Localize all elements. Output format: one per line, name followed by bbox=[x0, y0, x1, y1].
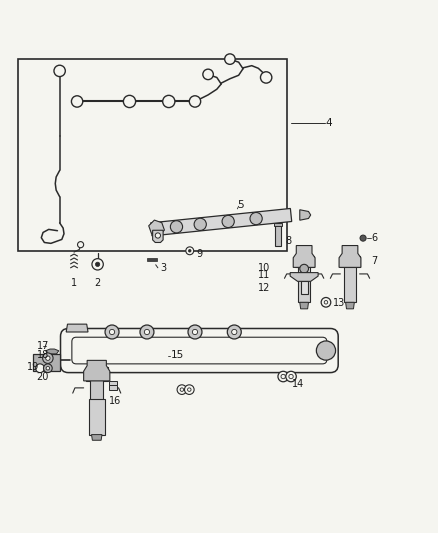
Circle shape bbox=[225, 54, 235, 64]
Circle shape bbox=[289, 374, 293, 379]
Circle shape bbox=[184, 385, 194, 394]
Text: 18: 18 bbox=[36, 350, 49, 360]
Circle shape bbox=[46, 367, 49, 370]
Circle shape bbox=[250, 213, 262, 225]
Circle shape bbox=[46, 356, 50, 360]
Circle shape bbox=[43, 364, 52, 373]
Circle shape bbox=[140, 325, 154, 339]
Bar bbox=[109, 385, 117, 390]
Circle shape bbox=[180, 388, 184, 391]
Circle shape bbox=[110, 329, 115, 335]
Circle shape bbox=[145, 329, 150, 335]
Polygon shape bbox=[346, 302, 354, 309]
Circle shape bbox=[187, 388, 191, 391]
Text: 12: 12 bbox=[258, 283, 271, 293]
Text: 17: 17 bbox=[36, 341, 49, 351]
Polygon shape bbox=[300, 302, 308, 309]
Text: 9: 9 bbox=[196, 249, 202, 259]
Circle shape bbox=[54, 65, 65, 77]
Text: 8: 8 bbox=[286, 236, 292, 246]
Bar bbox=[18, 59, 287, 251]
Bar bbox=[344, 266, 356, 302]
Polygon shape bbox=[290, 272, 318, 281]
Circle shape bbox=[186, 247, 194, 255]
Text: 20: 20 bbox=[36, 372, 49, 382]
Text: 14: 14 bbox=[292, 378, 304, 389]
Polygon shape bbox=[151, 208, 292, 236]
Text: 15: 15 bbox=[171, 350, 184, 360]
Bar bbox=[340, 256, 360, 268]
Polygon shape bbox=[66, 324, 88, 332]
FancyBboxPatch shape bbox=[72, 337, 327, 364]
Circle shape bbox=[227, 325, 241, 339]
Circle shape bbox=[192, 329, 198, 335]
Text: 19: 19 bbox=[27, 362, 39, 372]
Circle shape bbox=[188, 325, 202, 339]
Circle shape bbox=[188, 249, 191, 252]
Circle shape bbox=[194, 218, 206, 230]
Polygon shape bbox=[152, 230, 163, 243]
Text: 3: 3 bbox=[160, 263, 166, 273]
Circle shape bbox=[203, 69, 213, 79]
Circle shape bbox=[105, 325, 119, 339]
Bar bbox=[298, 266, 310, 302]
Circle shape bbox=[189, 96, 201, 107]
Text: 1: 1 bbox=[71, 278, 77, 288]
Polygon shape bbox=[339, 246, 361, 268]
Text: 4: 4 bbox=[325, 118, 332, 128]
Circle shape bbox=[92, 259, 103, 270]
Polygon shape bbox=[293, 246, 315, 268]
Text: 16: 16 bbox=[109, 396, 121, 406]
Bar bbox=[294, 256, 314, 268]
Circle shape bbox=[281, 374, 286, 379]
Bar bbox=[109, 381, 117, 385]
Circle shape bbox=[71, 96, 83, 107]
Bar bbox=[276, 224, 281, 246]
Text: 10: 10 bbox=[258, 263, 271, 273]
Polygon shape bbox=[84, 360, 110, 381]
Text: 5: 5 bbox=[237, 200, 244, 211]
Circle shape bbox=[261, 72, 272, 83]
Circle shape bbox=[316, 341, 336, 360]
Circle shape bbox=[155, 233, 160, 238]
Circle shape bbox=[95, 262, 100, 266]
Polygon shape bbox=[300, 210, 311, 220]
Circle shape bbox=[124, 95, 136, 108]
Bar bbox=[274, 223, 282, 227]
Bar bbox=[89, 399, 105, 434]
Polygon shape bbox=[32, 354, 60, 372]
Bar bbox=[35, 356, 57, 368]
Bar bbox=[147, 258, 157, 261]
Circle shape bbox=[42, 353, 53, 364]
Bar bbox=[86, 367, 108, 381]
Circle shape bbox=[35, 364, 44, 373]
Text: 7: 7 bbox=[371, 256, 377, 266]
Circle shape bbox=[232, 329, 237, 335]
Text: 11: 11 bbox=[258, 270, 271, 280]
Polygon shape bbox=[92, 434, 102, 440]
Circle shape bbox=[321, 297, 331, 307]
Circle shape bbox=[177, 385, 187, 394]
Circle shape bbox=[170, 221, 183, 233]
Circle shape bbox=[222, 215, 234, 228]
Circle shape bbox=[300, 264, 308, 273]
Polygon shape bbox=[149, 220, 164, 236]
Text: 2: 2 bbox=[95, 278, 101, 288]
Circle shape bbox=[360, 235, 366, 241]
Polygon shape bbox=[46, 349, 59, 354]
Circle shape bbox=[324, 301, 328, 304]
Circle shape bbox=[286, 372, 296, 382]
Text: 13: 13 bbox=[332, 298, 345, 308]
Text: 6: 6 bbox=[372, 233, 378, 243]
Bar bbox=[300, 281, 307, 294]
Circle shape bbox=[278, 372, 288, 382]
Bar bbox=[90, 381, 103, 400]
Circle shape bbox=[78, 241, 84, 248]
Circle shape bbox=[162, 95, 175, 108]
